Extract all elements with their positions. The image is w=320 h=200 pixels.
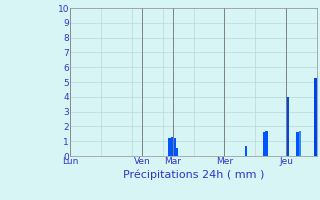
Bar — [314, 78, 317, 156]
Bar — [176, 148, 178, 156]
Bar — [168, 138, 171, 156]
Bar — [286, 97, 289, 156]
Bar — [299, 131, 301, 156]
Bar — [173, 138, 176, 156]
Bar — [171, 137, 173, 156]
Bar — [263, 132, 266, 156]
Bar — [245, 146, 247, 156]
Bar — [266, 131, 268, 156]
Bar — [296, 132, 299, 156]
X-axis label: Précipitations 24h ( mm ): Précipitations 24h ( mm ) — [123, 169, 264, 180]
